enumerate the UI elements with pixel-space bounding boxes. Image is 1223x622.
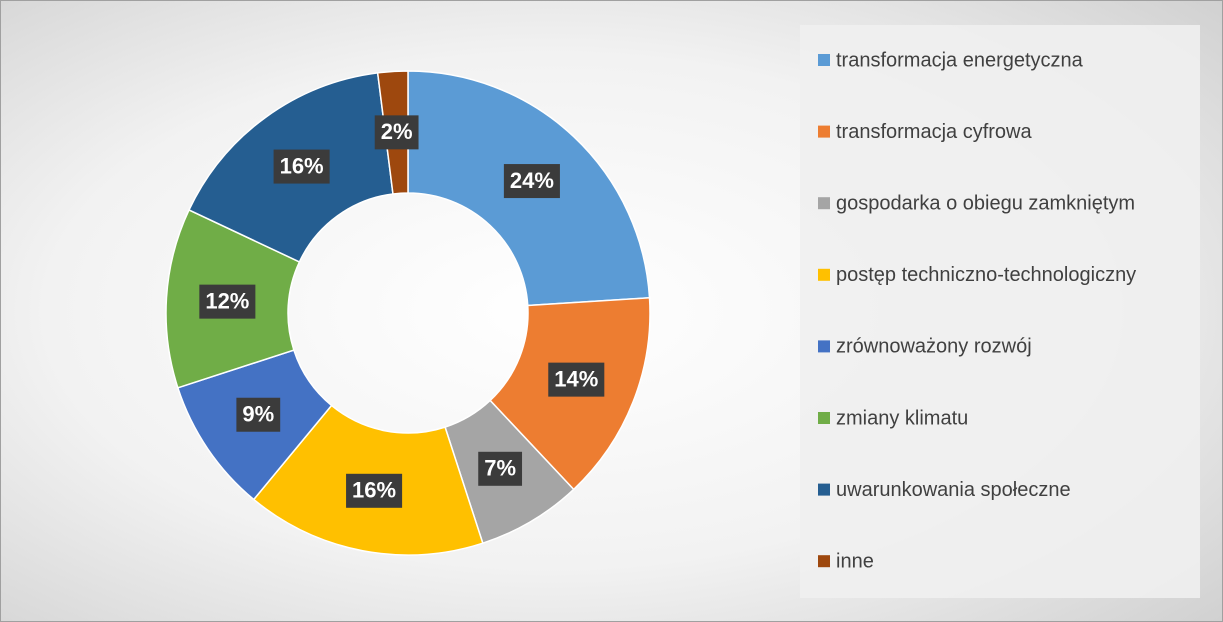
- value-label: 9%: [242, 402, 274, 427]
- value-label-group: 2%: [374, 115, 419, 150]
- value-label-group: 16%: [273, 149, 330, 184]
- legend-swatch: [818, 268, 830, 281]
- value-label-box: [548, 362, 605, 397]
- legend-label: uwarunkowania społeczne: [836, 479, 1071, 501]
- legend-swatch: [818, 54, 830, 66]
- legend-swatch: [818, 197, 830, 210]
- legend-swatch: [818, 412, 830, 424]
- value-label: 14%: [554, 366, 598, 391]
- value-label-group: 16%: [346, 473, 403, 508]
- value-label-group: 7%: [478, 451, 523, 486]
- legend-label: gospodarka o obiegu zamkniętym: [836, 192, 1135, 214]
- legend-label: zmiany klimatu: [836, 407, 968, 429]
- value-label: 16%: [352, 478, 396, 503]
- value-label: 7%: [484, 456, 516, 481]
- value-label: 2%: [381, 119, 413, 144]
- value-label-group: 24%: [503, 164, 560, 199]
- value-label-box: [374, 115, 419, 150]
- legend-box: [800, 25, 1200, 598]
- value-label: 24%: [510, 168, 554, 193]
- legend-label: transformacja energetyczna: [836, 49, 1084, 71]
- value-label-box: [236, 397, 281, 432]
- value-label: 12%: [205, 288, 249, 313]
- legend-label: transformacja cyfrowa: [836, 121, 1032, 143]
- value-label-group: 9%: [236, 397, 281, 432]
- value-label-box: [199, 284, 256, 319]
- legend-swatch: [818, 125, 830, 138]
- legend-swatch: [818, 483, 830, 496]
- value-label-group: 14%: [548, 362, 605, 397]
- value-label-box: [273, 149, 330, 184]
- legend-label: postęp techniczno-technologiczny: [836, 264, 1136, 286]
- value-label-group: 12%: [199, 284, 256, 319]
- legend-swatch: [818, 555, 830, 568]
- value-label-box: [346, 473, 403, 508]
- value-label-box: [478, 451, 523, 486]
- legend-label: inne: [836, 550, 874, 572]
- legend-swatch: [818, 340, 830, 353]
- value-label-box: [503, 164, 560, 199]
- legend-label: zrównoważony rozwój: [836, 336, 1032, 358]
- value-label: 16%: [280, 153, 324, 178]
